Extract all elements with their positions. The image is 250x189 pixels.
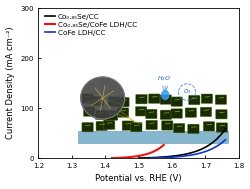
Y-axis label: Current Density (mA cm⁻²): Current Density (mA cm⁻²) — [6, 27, 15, 139]
X-axis label: Potential vs. RHE (V): Potential vs. RHE (V) — [95, 174, 182, 184]
Legend: Co₀.₈₅Se/CC, Co₀.₈₅Se/CoFe LDH/CC, CoFe LDH/CC: Co₀.₈₅Se/CC, Co₀.₈₅Se/CoFe LDH/CC, CoFe … — [44, 13, 138, 36]
